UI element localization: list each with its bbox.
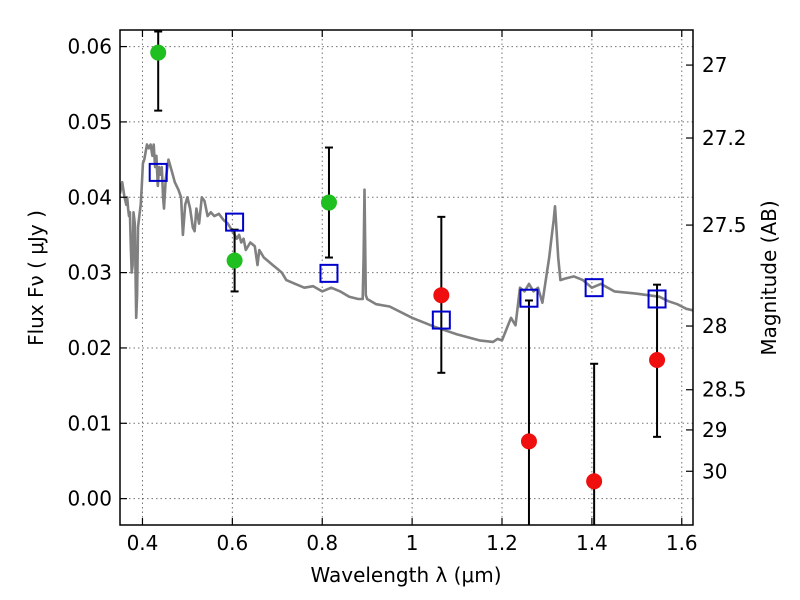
- axes: 0.4 0.6 0.8 1 1.2 1.4 1.6 0.00 0.01 0.02 0.03 0.04 0…: [67, 29, 747, 555]
- x-tick-label: 1.4: [576, 531, 608, 555]
- detected-flux-point: [320, 194, 337, 211]
- x-tick-label: 0.6: [216, 531, 248, 555]
- upper-flux-point: [649, 352, 666, 368]
- x-tick-label: 1: [406, 531, 419, 555]
- upper-flux-point: [586, 473, 603, 490]
- right-tick-label: 27.5: [702, 213, 747, 237]
- x-tick-label: 0.8: [306, 531, 338, 555]
- right-tick-label: 27: [702, 53, 727, 77]
- model-flux-square: [519, 288, 539, 308]
- model-flux-square: [584, 278, 604, 298]
- plot-area: [120, 30, 693, 525]
- x-axis-label: Wavelength λ (μm): [310, 563, 501, 587]
- model-flux-square: [225, 212, 245, 232]
- upper-errorbar: [524, 299, 533, 525]
- y-tick-label: 0.06: [67, 35, 112, 59]
- grid-lines: [120, 30, 693, 525]
- y-tick-label: 0.00: [67, 487, 112, 511]
- right-tick-label: 29: [702, 418, 727, 442]
- detected-flux-point: [150, 44, 167, 61]
- y-tick-label: 0.05: [67, 110, 112, 134]
- plot-frame: [119, 29, 694, 526]
- upper-flux-point: [433, 287, 450, 304]
- sed-model-line: [120, 143, 693, 344]
- right-tick-label: 30: [702, 459, 727, 483]
- right-tick-label: 28.5: [702, 378, 747, 402]
- y-tick-label: 0.01: [67, 411, 112, 435]
- x-tick-label: 0.4: [127, 531, 159, 555]
- y-tick-label: 0.04: [67, 185, 112, 209]
- right-tick-label: 28: [702, 314, 727, 338]
- y-tick-label: 0.02: [67, 336, 112, 360]
- model-flux-square: [148, 162, 168, 182]
- model-flux-square: [647, 289, 667, 309]
- y-tick-label: 0.03: [67, 261, 112, 285]
- detected-errorbar: [154, 30, 163, 112]
- model-flux-square: [319, 263, 339, 283]
- right-y-axis-label: Magnitude (AB): [757, 200, 781, 355]
- detected-flux-point: [226, 252, 243, 269]
- model-flux-square: [431, 310, 451, 330]
- y-axis-label: Flux Fν ( μJy ): [24, 210, 48, 346]
- upper-flux-point: [520, 433, 537, 450]
- x-tick-label: 1.2: [486, 531, 518, 555]
- x-tick-label: 1.6: [666, 531, 698, 555]
- upper-errorbar: [590, 362, 599, 525]
- right-tick-label: 27.2: [702, 126, 747, 150]
